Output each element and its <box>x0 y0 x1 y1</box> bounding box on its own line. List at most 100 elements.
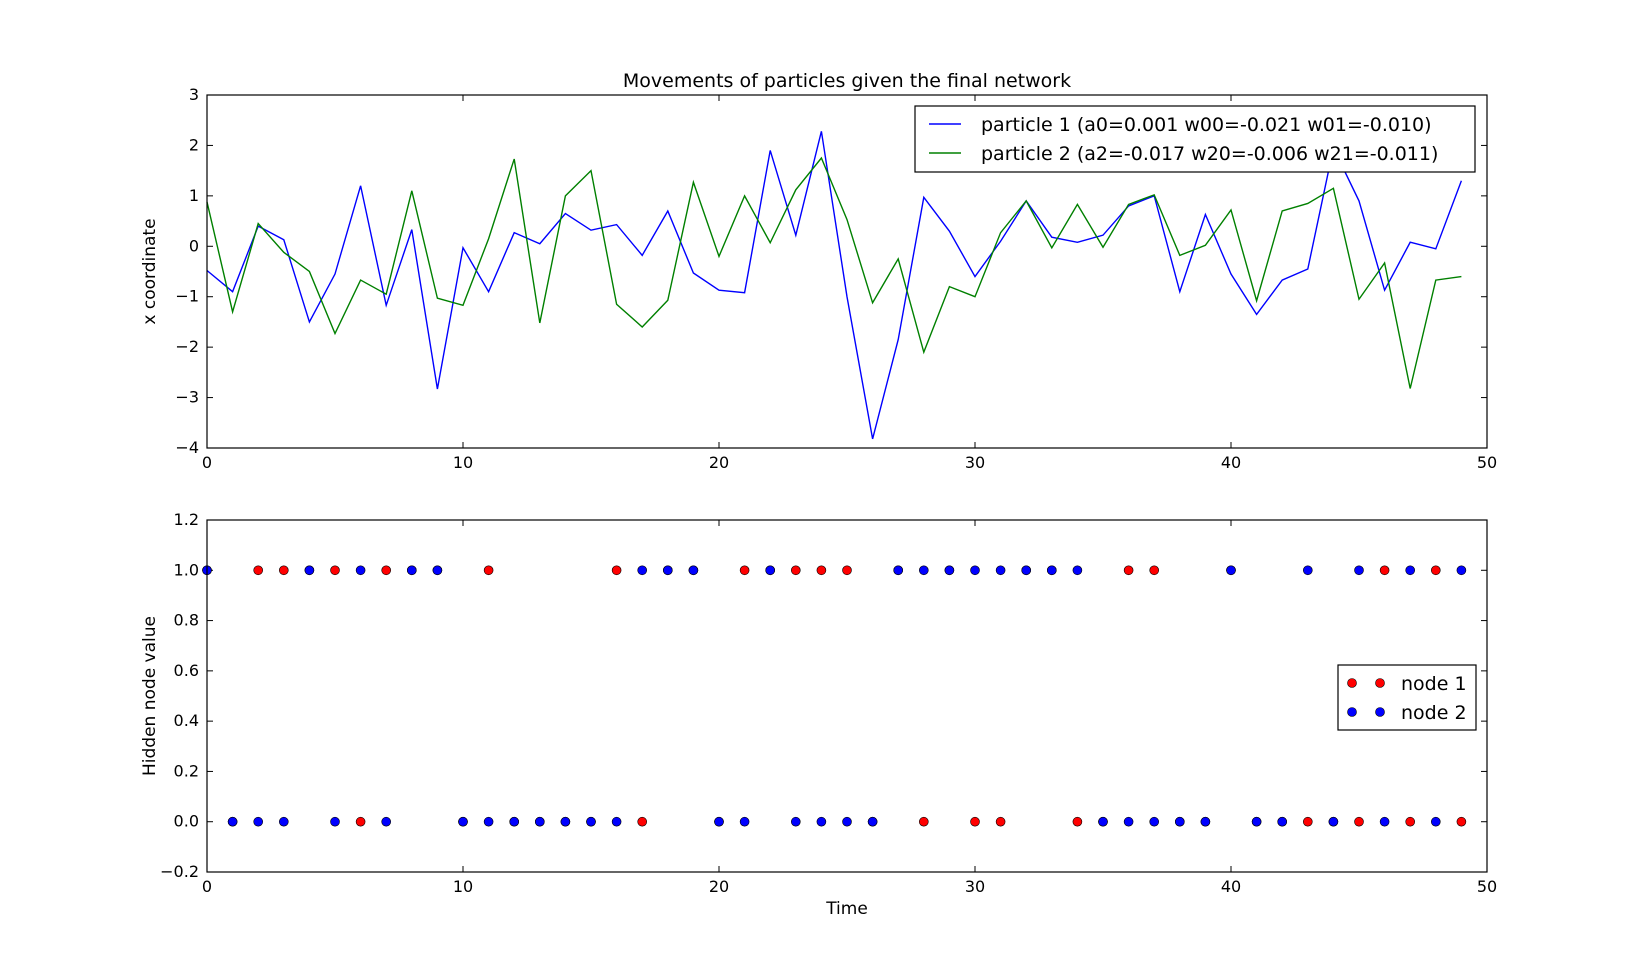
point-node-1 <box>1149 565 1159 576</box>
point-node-1 <box>1431 565 1441 576</box>
legend-label: node 2 <box>1401 702 1467 724</box>
y-tick-label: 0.6 <box>174 661 199 680</box>
point-node-2 <box>509 816 520 827</box>
y-tick-label: 0 <box>189 236 199 255</box>
point-node-2 <box>1405 565 1415 576</box>
y-tick-label: 0.4 <box>174 711 199 730</box>
x-tick-label: 0 <box>202 453 212 472</box>
point-node-2 <box>790 816 801 827</box>
point-node-1 <box>381 565 392 576</box>
y-tick-label: 3 <box>189 85 199 104</box>
y-tick-label: −1 <box>175 287 199 306</box>
point-node-1 <box>970 816 980 827</box>
y-tick-label: 0.0 <box>174 812 199 831</box>
point-node-1 <box>995 816 1006 827</box>
point-node-2 <box>1047 565 1057 576</box>
point-node-2 <box>1277 816 1287 827</box>
point-node-2 <box>739 816 750 827</box>
point-node-2 <box>662 565 673 576</box>
point-node-2 <box>714 816 724 827</box>
point-node-2 <box>1072 565 1083 576</box>
point-node-2 <box>1021 565 1031 576</box>
point-node-2 <box>893 565 904 576</box>
point-node-2 <box>1226 565 1236 576</box>
point-node-1 <box>330 565 340 576</box>
x-tick-label: 30 <box>965 453 985 472</box>
x-tick-label: 20 <box>709 877 729 896</box>
axes-frame <box>206 519 1488 873</box>
point-node-2 <box>1251 816 1262 827</box>
x-tick-label: 10 <box>453 453 473 472</box>
point-node-2 <box>995 565 1006 576</box>
series-line-2 <box>206 156 1462 389</box>
point-node-2 <box>842 816 852 827</box>
point-node-1 <box>611 565 622 576</box>
point-node-2 <box>1098 816 1108 827</box>
y-tick-label: 0.8 <box>174 611 199 630</box>
point-node-2 <box>355 565 366 576</box>
point-node-2 <box>406 565 417 576</box>
legend-swatch-point <box>1375 678 1385 688</box>
legend-swatch-point <box>1347 678 1357 688</box>
point-node-1 <box>1456 816 1467 827</box>
legend-box <box>914 105 1476 173</box>
point-node-2 <box>918 565 929 576</box>
point-node-1 <box>918 816 929 827</box>
point-node-2 <box>534 816 545 827</box>
point-node-2 <box>483 816 494 827</box>
point-node-2 <box>560 816 571 827</box>
legend-label: particle 1 (a0=0.001 w00=-0.021 w01=-0.0… <box>981 114 1432 136</box>
point-node-2 <box>688 565 699 576</box>
point-node-1 <box>1405 816 1415 827</box>
y-tick-label: −2 <box>175 337 199 356</box>
legend-swatch-point <box>1375 707 1385 717</box>
point-node-2 <box>1328 816 1339 827</box>
legend-label: particle 2 (a2=-0.017 w20=-0.006 w21=-0.… <box>981 143 1438 165</box>
point-node-1 <box>1072 816 1083 827</box>
point-node-2 <box>1456 565 1467 576</box>
point-node-2 <box>1303 565 1313 576</box>
point-node-2 <box>867 816 878 827</box>
point-node-2 <box>1431 816 1441 827</box>
legend-box <box>1337 664 1477 731</box>
x-tick-label: 50 <box>1477 453 1497 472</box>
point-node-1 <box>278 565 289 576</box>
point-node-2 <box>611 816 622 827</box>
point-node-2 <box>227 816 238 827</box>
point-node-1 <box>253 565 264 576</box>
point-node-1 <box>1354 816 1364 827</box>
y-tick-label: 1.2 <box>174 510 199 529</box>
y-tick-label: 0.2 <box>174 761 199 780</box>
x-tick-label: 20 <box>709 453 729 472</box>
point-node-1 <box>355 816 366 827</box>
point-node-2 <box>1354 565 1364 576</box>
point-node-2 <box>586 816 596 827</box>
point-node-1 <box>1379 565 1390 576</box>
point-node-1 <box>1123 565 1134 576</box>
y-tick-label: −4 <box>175 438 199 457</box>
x-tick-label: 40 <box>1221 453 1241 472</box>
point-node-2 <box>816 816 827 827</box>
point-node-2 <box>330 816 340 827</box>
point-node-2 <box>381 816 392 827</box>
y-axis-label: Hidden node value <box>140 616 160 776</box>
axes-frame <box>206 94 1488 449</box>
legend-swatch-point <box>1347 707 1357 717</box>
x-tick-label: 40 <box>1221 877 1241 896</box>
bottom-plot: 0 10 20 30 40 50 −0.2 0.0 0.2 0.4 0.6 0.8 1.0 1.2 Time… <box>140 510 1497 919</box>
x-axis-label: Time <box>825 899 868 919</box>
x-tick-label: 30 <box>965 877 985 896</box>
x-tick-label: 50 <box>1477 877 1497 896</box>
point-node-1 <box>637 816 648 827</box>
point-node-2 <box>1379 816 1390 827</box>
point-node-2 <box>253 816 264 827</box>
series-line-1 <box>206 131 1463 440</box>
y-axis-label: x coordinate <box>140 218 160 324</box>
point-node-2 <box>278 816 289 827</box>
y-tick-label: 1.0 <box>174 560 199 579</box>
point-node-1 <box>483 565 494 576</box>
y-tick-label: −0.2 <box>160 862 199 881</box>
point-node-2 <box>970 565 980 576</box>
y-tick-label: 2 <box>189 135 199 154</box>
point-node-2 <box>1200 816 1211 827</box>
